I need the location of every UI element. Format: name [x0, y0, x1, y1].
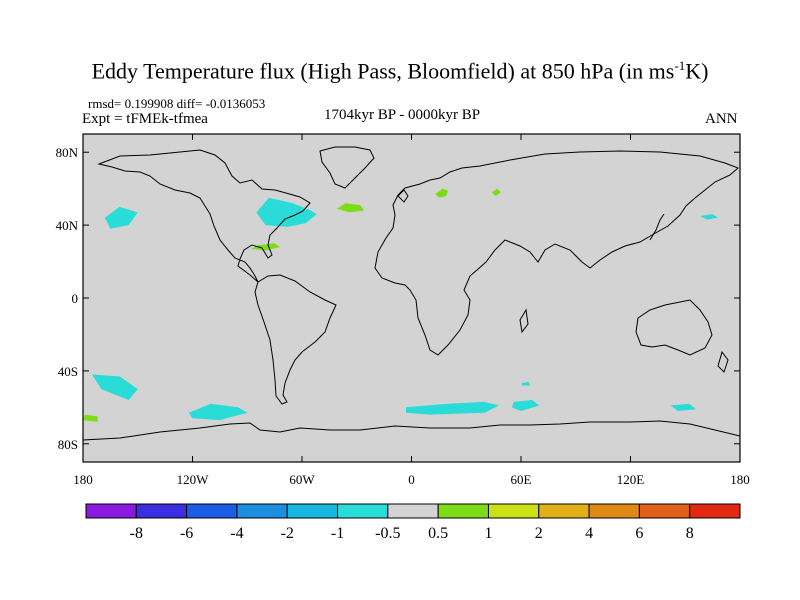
lat-tick-label: 80S	[58, 437, 78, 452]
colorbar-label: -2	[281, 525, 294, 542]
colorbar-label: -6	[180, 525, 193, 542]
map-title: Eddy Temperature flux (High Pass, Bloomf…	[91, 58, 709, 84]
experiment-label: Expt = tFMEk-tfmea	[82, 111, 208, 127]
colorbar-box	[689, 503, 741, 519]
colorbar-box	[387, 503, 439, 519]
south-tasman-negative-region	[670, 403, 697, 411]
lon-tick-label: 180	[730, 472, 750, 487]
north-atlantic-positive-region	[336, 203, 365, 213]
lon-tick-label: 60E	[511, 472, 532, 487]
rmsd-stats: rmsd= 0.199908 diff= -0.0136053	[88, 96, 266, 111]
south-america-coast	[254, 274, 337, 405]
colorbar-box	[337, 503, 389, 519]
time-period-label: 1704kyr BP - 0000kyr BP	[324, 107, 481, 123]
colorbar-box	[538, 503, 590, 519]
eurasia-africa-coast	[374, 150, 739, 356]
south-indian-negative-region	[511, 400, 540, 411]
europe-positive-region	[435, 188, 448, 198]
colorbar-box	[236, 503, 288, 519]
colorbar-label: 0.5	[428, 525, 448, 542]
south-indian-small-negative-region	[521, 381, 531, 386]
colorbar-label: -4	[230, 525, 243, 542]
lon-tick-label: 180	[73, 472, 93, 487]
north-pacific-negative-region	[104, 206, 138, 229]
colorbar-box	[186, 503, 238, 519]
lat-tick-label: 80N	[56, 145, 79, 160]
antarctica-coast	[83, 420, 740, 441]
colorbar: -8 -6 -4 -2 -1 -0.5 0.5 1 2 4 6 8	[85, 503, 741, 542]
colorbar-label: 8	[686, 525, 694, 542]
south-pacific-west-negative-region	[92, 374, 138, 400]
colorbar-label: -8	[130, 525, 143, 542]
south-atlantic-indian-negative-region	[406, 401, 500, 415]
colorbar-label: -1	[331, 525, 344, 542]
lat-tick-label: 0	[72, 291, 79, 306]
gulf-positive-region	[250, 243, 281, 251]
colorbar-label: -0.5	[375, 525, 400, 542]
lon-tick-label: 60W	[289, 472, 315, 487]
new-zealand-coast	[717, 350, 729, 373]
colorbar-box	[286, 503, 339, 519]
north-america-coast	[97, 149, 311, 283]
australia-coast	[635, 299, 713, 356]
colorbar-box	[588, 503, 640, 519]
longitude-axis: 180 120W 60W 0 60E 120E 180	[73, 134, 750, 487]
lon-tick-label: 0	[408, 472, 415, 487]
japan-coast	[649, 213, 665, 241]
greenland-coast	[319, 146, 375, 189]
lon-tick-label: 120W	[177, 472, 210, 487]
lon-tick-label: 120E	[617, 472, 645, 487]
russia-positive-region	[491, 188, 501, 196]
lat-tick-label: 40N	[56, 218, 79, 233]
far-south-pacific-positive-region	[83, 414, 98, 422]
colorbar-label: 1	[484, 525, 492, 542]
colorbar-box	[437, 503, 489, 519]
colorbar-label: 2	[535, 525, 543, 542]
season-label: ANN	[705, 111, 738, 127]
anomaly-regions	[83, 188, 719, 422]
colorbar-box	[487, 503, 540, 519]
latitude-axis: 80N 40N 0 40S 80S	[56, 145, 740, 452]
south-pacific-east-negative-region	[188, 403, 248, 421]
colorbar-label: 4	[585, 525, 593, 542]
madagascar-coast	[519, 308, 529, 334]
north-west-pacific-negative-region	[699, 214, 719, 220]
north-atlantic-west-negative-region	[256, 197, 317, 227]
lat-tick-label: 40S	[58, 364, 78, 379]
colorbar-box	[135, 503, 188, 519]
coastlines	[83, 146, 740, 441]
colorbar-label: 6	[635, 525, 643, 542]
colorbar-box	[85, 503, 137, 519]
colorbar-box	[638, 503, 691, 519]
uk-coast	[397, 189, 409, 203]
